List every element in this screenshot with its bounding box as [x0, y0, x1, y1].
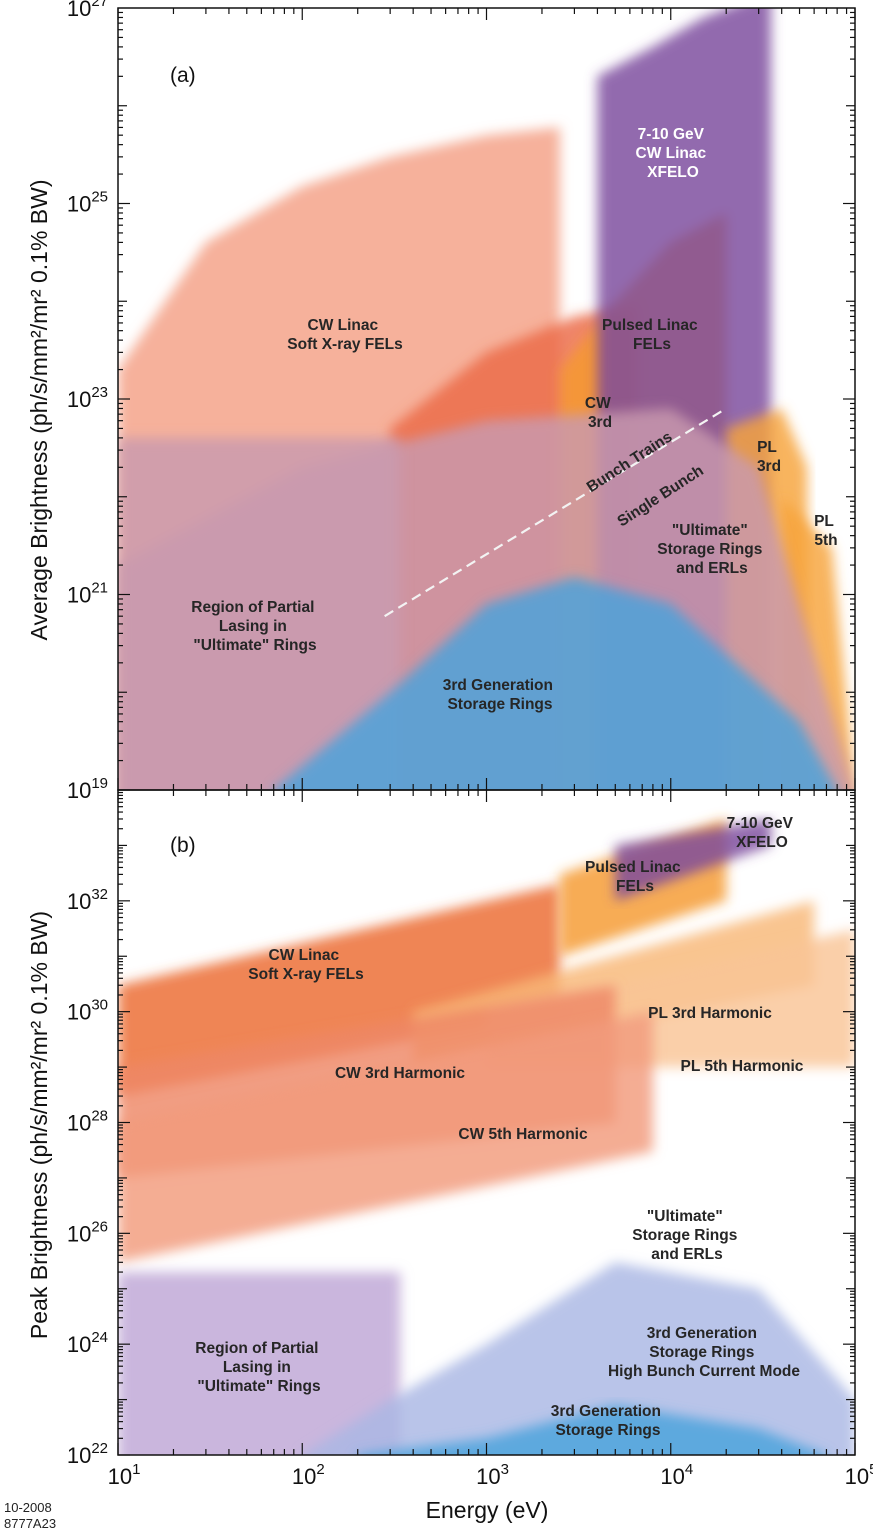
label-pl5-a: PL 5th: [814, 513, 838, 549]
x-tick-label: 101: [108, 1461, 141, 1489]
x-axis-title: Energy (eV): [426, 1497, 549, 1523]
panel-b-region-cw-linac-soft-x-ray-fels: [118, 884, 560, 1097]
y-axis-title-b: Peak Brightness (ph/s/mm²/mr² 0.1% BW): [26, 911, 52, 1339]
y-axis-title-a: Average Brightness (ph/s/mm²/mr² 0.1% BW…: [26, 180, 52, 641]
label-pl5-b: PL 5th Harmonic: [681, 1058, 804, 1075]
label-partial-a: Region of Partial Lasing in "Ultimate" R…: [191, 599, 318, 654]
y-tick-label-a: 1021: [67, 580, 108, 608]
label-xfelo-b: 7-10 GeV XFELO: [727, 815, 798, 851]
figure-stamp-date: 10-2008: [4, 1500, 52, 1515]
panel-b-labels: (b) 7-10 GeV XFELO Pulsed Linac FELs CW …: [170, 815, 804, 1439]
figure-stamp-id: 8777A23: [4, 1516, 56, 1531]
bunch-divider-line: [384, 407, 727, 618]
panel-a-plot: [118, 8, 855, 790]
label-ultimate-b: "Ultimate" Storage Rings and ERLs: [632, 1208, 741, 1263]
label-cw-linac-b: CW Linac Soft X-ray FELs: [248, 947, 363, 983]
y-tick-label-b: 1026: [67, 1218, 108, 1246]
x-tick-label: 105: [845, 1461, 873, 1489]
axis-ticks: [117, 8, 856, 1456]
panel-b-plot: [118, 819, 855, 1455]
y-tick-label-b: 1028: [67, 1108, 108, 1136]
y-tick-label-a: 1025: [67, 189, 108, 217]
y-tick-label-a: 1027: [67, 0, 108, 21]
x-tick-label: 103: [476, 1461, 509, 1489]
label-cw5-b: CW 5th Harmonic: [458, 1126, 588, 1143]
label-third-gen-b: 3rd Generation Storage Rings: [551, 1403, 666, 1439]
y-tick-label-b: 1032: [67, 886, 108, 914]
label-third-gen-a: 3rd Generation Storage Rings: [443, 677, 558, 713]
label-partial-b: Region of Partial Lasing in "Ultimate" R…: [195, 1340, 322, 1395]
y-tick-label-b: 1030: [67, 997, 108, 1025]
tick-labels: 1019 1021 1023 1025 1027 1022 1024 1026 1028 1030…: [67, 0, 873, 1489]
panel-b-region-3rd-generation-storage-rings: [357, 1405, 827, 1455]
panel-b-region-7-10-gev-xfelo: [615, 819, 771, 901]
panel-b-region-region-of-partial-lasing-in-ultimate-rings: [118, 1272, 401, 1455]
x-tick-label: 104: [660, 1461, 693, 1489]
y-tick-label-b: 1024: [67, 1329, 108, 1357]
y-tick-label-a: 1019: [67, 775, 108, 803]
panel-a-tag: (a): [170, 64, 196, 87]
panel-a-region-3rd-generation-storage-rings: [273, 577, 838, 790]
label-pulsed-b: Pulsed Linac FELs: [585, 859, 685, 895]
panel-a-region-region-of-partial-lasing-in-ultimate-rings: [118, 437, 401, 790]
label-ultimate-a: "Ultimate" Storage Rings and ERLs: [657, 522, 766, 577]
label-cw3-b: CW 3rd Harmonic: [335, 1065, 465, 1082]
x-tick-label: 102: [292, 1461, 325, 1489]
label-pl3-b: PL 3rd Harmonic: [648, 1005, 772, 1022]
panel-b-region-cw-5th-harmonic: [118, 1011, 653, 1263]
label-pulsed-a: Pulsed Linac FELs: [602, 317, 702, 353]
panel-b-region-3rd-generation-storage-rings-high-bunch-current-mode: [302, 1262, 855, 1455]
label-pl3-a: PL 3rd: [757, 439, 781, 475]
y-tick-label-b: 1022: [67, 1440, 108, 1468]
label-high-bunch-b: 3rd Generation Storage Rings High Bunch …: [608, 1325, 800, 1380]
y-tick-label-a: 1023: [67, 384, 108, 412]
label-cw3-a: CW 3rd: [585, 395, 615, 431]
label-cw-linac-a: CW Linac Soft X-ray FELs: [287, 317, 402, 353]
label-xfelo-a: 7-10 GeV CW Linac XFELO: [636, 126, 711, 181]
panel-b-tag: (b): [170, 834, 196, 857]
